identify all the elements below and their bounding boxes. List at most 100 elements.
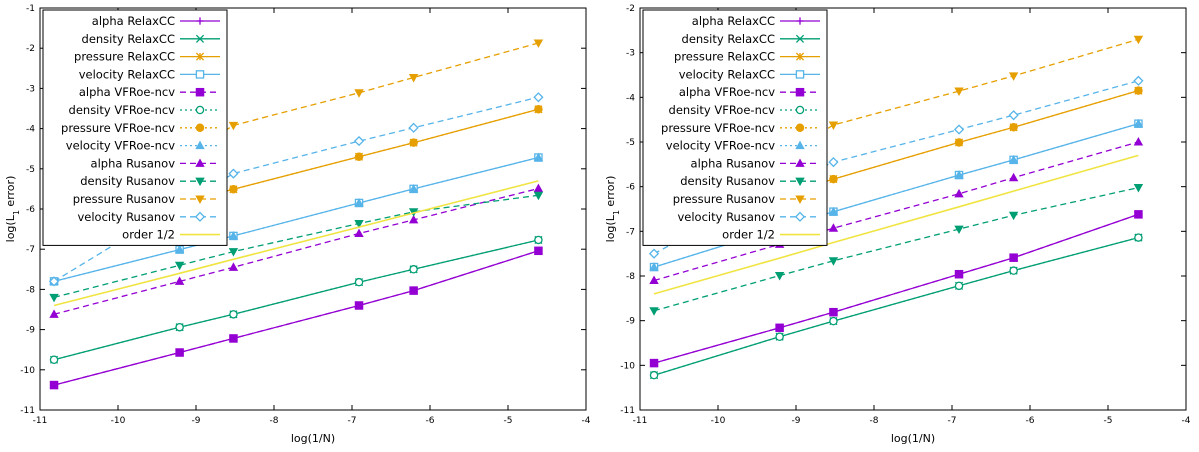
series-line-density-relaxcc — [653, 236, 1139, 376]
legend-label: alpha VFRoe-ncv — [79, 85, 175, 99]
legend-marker — [195, 195, 205, 204]
data-point-density-rusanov — [354, 219, 364, 229]
x-tick-label: -7 — [348, 416, 357, 426]
data-point-density-vfroe-ncv — [649, 370, 659, 380]
legend-label: density Rusanov — [680, 174, 775, 188]
legend-item: pressure VFRoe-ncv — [661, 121, 820, 135]
y-tick-label: -6 — [626, 183, 635, 193]
legend-label: velocity Rusanov — [677, 210, 775, 224]
legend-marker — [195, 123, 205, 133]
legend-item: density VFRoe-ncv — [69, 103, 220, 117]
data-point-density-vfroe-ncv — [229, 310, 238, 319]
y-axis-label: log(L1 error) — [4, 176, 21, 243]
series-alpha-rusanov — [49, 183, 544, 318]
legend-label: alpha RelaxCC — [92, 14, 175, 28]
data-point-alpha-vfroe-ncv — [229, 334, 238, 343]
data-point-alpha-rusanov — [228, 262, 239, 271]
data-point-velocity-rusanov — [533, 92, 544, 103]
legend-marker — [195, 177, 205, 187]
legend-label: density VFRoe-ncv — [669, 103, 776, 117]
data-point-velocity-vfroe-ncv — [174, 244, 185, 254]
legend-label: density RelaxCC — [82, 32, 175, 46]
x-tick-label: -7 — [948, 416, 957, 426]
legend-label: velocity RelaxCC — [79, 67, 175, 81]
data-point-alpha-vfroe-ncv — [1009, 253, 1018, 262]
legend-label: velocity RelaxCC — [679, 67, 775, 81]
chart-right-plot: -11 -10 -9 -8 -7 -6 -5 -4 -11 -10 -9 -8 -7 -6 -5 -4 -3 -2… — [604, 4, 1191, 445]
data-point-pressure-rusanov — [408, 74, 419, 83]
legend-marker — [195, 34, 205, 43]
data-point-density-vfroe-ncv — [1009, 266, 1018, 275]
series-line-order-1-2 — [53, 180, 539, 307]
series-density-rusanov — [649, 184, 1144, 316]
series-line-density-vfroe-ncv — [653, 236, 1139, 376]
y-tick-label: -8 — [626, 272, 635, 282]
legend-label: order 1/2 — [722, 228, 775, 242]
legend-label: velocity VFRoe-ncv — [666, 139, 775, 153]
series-line-velocity-relaxcc — [53, 156, 539, 283]
legend-item: density Rusanov — [80, 174, 220, 188]
legend-marker — [795, 87, 805, 97]
data-point-pressure-rusanov — [1008, 72, 1019, 81]
data-point-pressure-rusanov — [533, 39, 544, 48]
data-point-density-rusanov — [49, 293, 59, 303]
data-point-alpha-rusanov — [174, 276, 185, 285]
data-point-density-rusanov — [1008, 211, 1019, 221]
series-line-alpha-vfroe-ncv — [53, 250, 539, 386]
y-tick-label: -1 — [26, 4, 35, 14]
legend-marker — [795, 158, 805, 167]
data-point-velocity-rusanov — [48, 276, 60, 287]
data-point-density-vfroe-ncv — [175, 322, 184, 332]
legend-marker — [795, 177, 805, 187]
legend-item: velocity Rusanov — [677, 210, 820, 224]
legend-label: alpha Rusanov — [91, 156, 176, 170]
data-point-alpha-vfroe-ncv — [409, 286, 418, 295]
data-point-velocity-rusanov — [828, 156, 839, 168]
data-point-alpha-rusanov — [1008, 172, 1019, 182]
data-point-pressure-vfroe-ncv — [1134, 86, 1143, 95]
series-density-vfroe-ncv — [649, 233, 1143, 380]
series-alpha-vfroe-ncv — [649, 210, 1143, 368]
legend-label: order 1/2 — [122, 228, 175, 242]
data-point-density-vfroe-ncv — [829, 316, 838, 326]
data-point-density-vfroe-ncv — [1134, 233, 1143, 242]
series-line-density-vfroe-ncv — [53, 239, 539, 361]
legend-marker — [795, 140, 805, 150]
legend-label: alpha Rusanov — [691, 156, 776, 170]
data-point-velocity-vfroe-ncv — [1008, 154, 1019, 164]
x-axis-label: log(1/N) — [291, 432, 335, 445]
legend-label: pressure RelaxCC — [74, 50, 175, 64]
x-tick-label: -9 — [192, 416, 201, 426]
y-tick-label: -5 — [26, 165, 35, 175]
data-point-density-vfroe-ncv — [775, 332, 784, 341]
y-tick-label: -3 — [26, 84, 35, 94]
series-line-velocity-vfroe-ncv — [653, 123, 1139, 268]
data-point-alpha-vfroe-ncv — [49, 380, 59, 390]
data-point-density-rusanov — [828, 257, 839, 266]
data-point-density-rusanov — [954, 225, 964, 235]
data-point-pressure-vfroe-ncv — [954, 138, 964, 147]
data-point-velocity-rusanov — [953, 124, 965, 135]
x-tick-label: -11 — [33, 416, 48, 426]
legend-label: density Rusanov — [80, 174, 175, 188]
legend-item: velocity VFRoe-ncv — [666, 139, 820, 153]
legend-label: velocity VFRoe-ncv — [66, 139, 175, 153]
data-point-alpha-vfroe-ncv — [175, 348, 184, 357]
data-point-alpha-rusanov — [354, 228, 364, 238]
legend-item: alpha VFRoe-ncv — [679, 85, 820, 99]
legend-marker — [795, 70, 805, 79]
legend-marker — [195, 87, 205, 97]
data-point-velocity-rusanov — [648, 248, 660, 259]
legend: alpha RelaxCC density RelaxCC pressure Rel… — [642, 9, 828, 246]
legend-item: order 1/2 — [722, 228, 820, 242]
y-tick-label: -6 — [26, 205, 35, 215]
data-point-alpha-rusanov — [954, 188, 964, 198]
data-point-pressure-rusanov — [954, 87, 964, 97]
data-point-velocity-vfroe-ncv — [228, 230, 239, 240]
legend-item: alpha Rusanov — [91, 156, 220, 170]
legend-label: pressure RelaxCC — [674, 50, 775, 64]
data-point-velocity-vfroe-ncv — [533, 152, 544, 162]
legend-marker — [795, 123, 805, 133]
data-point-alpha-rusanov — [408, 214, 419, 224]
series-line-density-rusanov — [53, 194, 539, 299]
